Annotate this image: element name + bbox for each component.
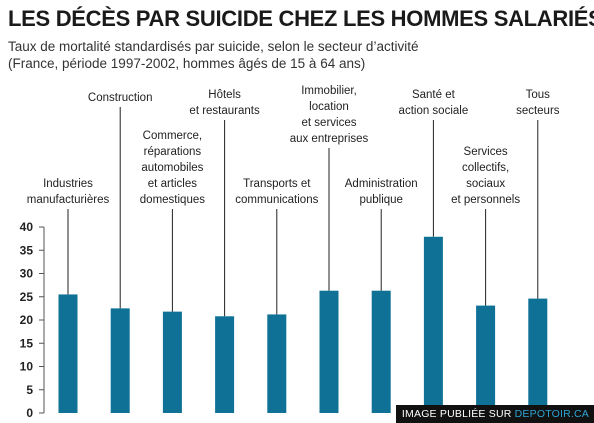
category-label: Tous secteurs bbox=[516, 89, 560, 117]
category-leader-lines bbox=[67, 107, 539, 317]
bar bbox=[319, 290, 339, 413]
y-tick-label: 10 bbox=[20, 360, 34, 374]
bar bbox=[423, 236, 443, 413]
category-label: Services collectifs, sociaux et personnels bbox=[451, 146, 520, 206]
y-tick-label: 40 bbox=[20, 220, 34, 234]
y-tick-label: 30 bbox=[20, 267, 34, 281]
category-label: Construction bbox=[88, 92, 153, 104]
category-label: Administration publique bbox=[345, 178, 418, 206]
subtitle-line-1: Taux de mortalité standardisés par suici… bbox=[8, 39, 419, 54]
y-tick-label: 20 bbox=[20, 313, 34, 327]
category-labels: Industries manufacturières Construction Com… bbox=[27, 85, 560, 206]
bar bbox=[476, 305, 496, 413]
y-axis: 0 5 10 15 20 25 30 35 40 bbox=[20, 220, 45, 420]
category-label: Santé et action sociale bbox=[399, 89, 469, 117]
bar bbox=[110, 308, 130, 413]
bar bbox=[162, 311, 182, 413]
category-label: Transports et communications bbox=[235, 178, 318, 206]
watermark: IMAGE PUBLIÉE SUR DEPOTOIR.CA bbox=[395, 405, 594, 423]
bar bbox=[58, 294, 78, 413]
chart-title: LES DÉCÈS PAR SUICIDE CHEZ LES HOMMES SA… bbox=[8, 6, 594, 31]
chart-subtitle: Taux de mortalité standardisés par suici… bbox=[8, 38, 418, 72]
subtitle-line-2: (France, période 1997-2002, hommes âgés … bbox=[8, 56, 366, 71]
category-label: Immobilier, location et services aux entrep… bbox=[290, 85, 369, 145]
y-tick-label: 25 bbox=[20, 290, 34, 304]
category-label: Hôtels et restaurants bbox=[189, 89, 260, 117]
category-label: Commerce, réparations automobiles et articl… bbox=[140, 130, 205, 206]
watermark-prefix: IMAGE PUBLIÉE SUR bbox=[401, 408, 515, 420]
bar bbox=[215, 316, 235, 413]
y-tick-label: 35 bbox=[20, 243, 34, 257]
watermark-site: DEPOTOIR.CA bbox=[514, 408, 589, 420]
y-tick-label: 15 bbox=[20, 336, 34, 350]
y-tick-label: 5 bbox=[26, 383, 33, 397]
bar bbox=[528, 298, 548, 413]
bar bbox=[371, 290, 391, 413]
category-label: Industries manufacturières bbox=[27, 178, 110, 206]
bar bbox=[267, 314, 287, 413]
bars bbox=[58, 236, 548, 413]
y-tick-label: 0 bbox=[26, 406, 33, 420]
